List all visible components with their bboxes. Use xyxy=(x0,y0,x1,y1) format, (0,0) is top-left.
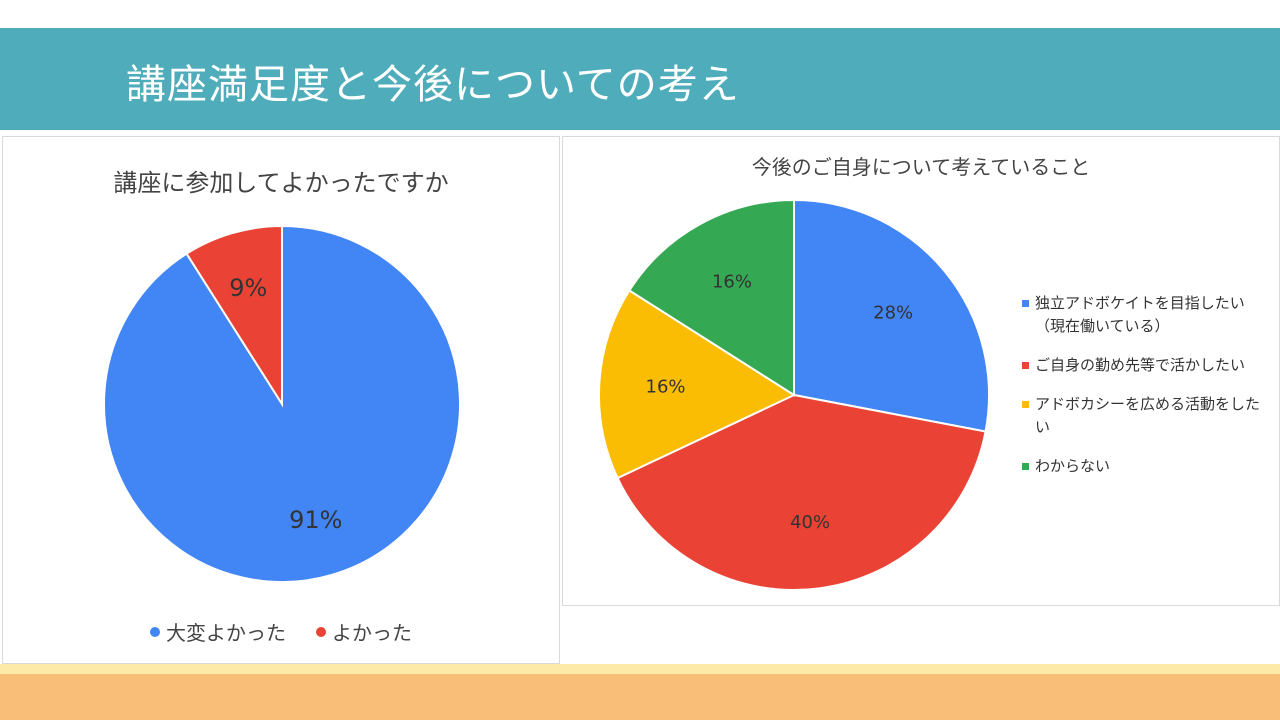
slice-data-label: 16% xyxy=(712,272,752,293)
satisfaction-pie-chart: 91% 9% xyxy=(103,224,461,583)
pie-slice xyxy=(103,224,461,583)
slice-data-label: 16% xyxy=(646,376,686,397)
pie-slice xyxy=(598,289,797,480)
legend-item: 独立アドボケイトを目指したい（現在働いている） xyxy=(1022,292,1274,338)
future-plans-pie-chart: 28% 40% 16% 16% xyxy=(598,198,990,591)
legend-label: アドボカシーを広める活動をしたい xyxy=(1035,395,1261,436)
legend-label: ご自身の勤め先等で活かしたい xyxy=(1035,356,1246,374)
pie-slice xyxy=(185,224,283,408)
slice-data-label: 40% xyxy=(790,512,830,533)
bottom-accent-strip xyxy=(0,664,1280,674)
legend-label: 独立アドボケイトを目指したい（現在働いている） xyxy=(1035,294,1245,335)
legend-swatch xyxy=(1022,300,1029,307)
legend-item: アドボカシーを広める活動をしたい xyxy=(1022,393,1274,439)
legend-item: よかった xyxy=(316,617,412,646)
legend-swatch xyxy=(1022,362,1029,369)
slice-data-label: 91% xyxy=(289,506,342,534)
legend-item: 大変よかった xyxy=(150,617,286,646)
chart-title: 今後のご自身について考えていること xyxy=(751,155,1091,179)
page-title: 講座満足度と今後についての考え xyxy=(126,62,740,108)
pie-slice xyxy=(793,198,990,433)
chart-legend: 独立アドボケイトを目指したい（現在働いている） ご自身の勤め先等で活かしたい ア… xyxy=(1022,292,1274,494)
pie-slice xyxy=(616,393,987,591)
legend-swatch xyxy=(150,626,160,637)
legend-item: ご自身の勤め先等で活かしたい xyxy=(1022,354,1274,377)
chart-title: 講座に参加してよかったですか xyxy=(113,169,449,197)
slice-data-label: 28% xyxy=(873,302,913,323)
legend-label: わからない xyxy=(1035,457,1111,475)
legend-label: よかった xyxy=(332,621,412,645)
chart-legend: 大変よかった よかった xyxy=(3,617,559,646)
legend-item: わからない xyxy=(1022,455,1274,478)
legend-swatch xyxy=(1022,401,1029,408)
satisfaction-chart-panel: 講座に参加してよかったですか 91% 9% 大変よかった よかった xyxy=(2,136,560,664)
future-plans-chart-panel: 今後のご自身について考えていること 28% 40% 16% 16% 独立アドボケイトを… xyxy=(562,136,1280,606)
legend-label: 大変よかった xyxy=(166,621,286,645)
bottom-band xyxy=(0,674,1280,720)
slice-data-label: 9% xyxy=(229,274,267,302)
pie-slice xyxy=(627,198,795,397)
header-band xyxy=(0,28,1280,130)
legend-swatch xyxy=(1022,463,1029,470)
legend-swatch xyxy=(316,626,326,637)
